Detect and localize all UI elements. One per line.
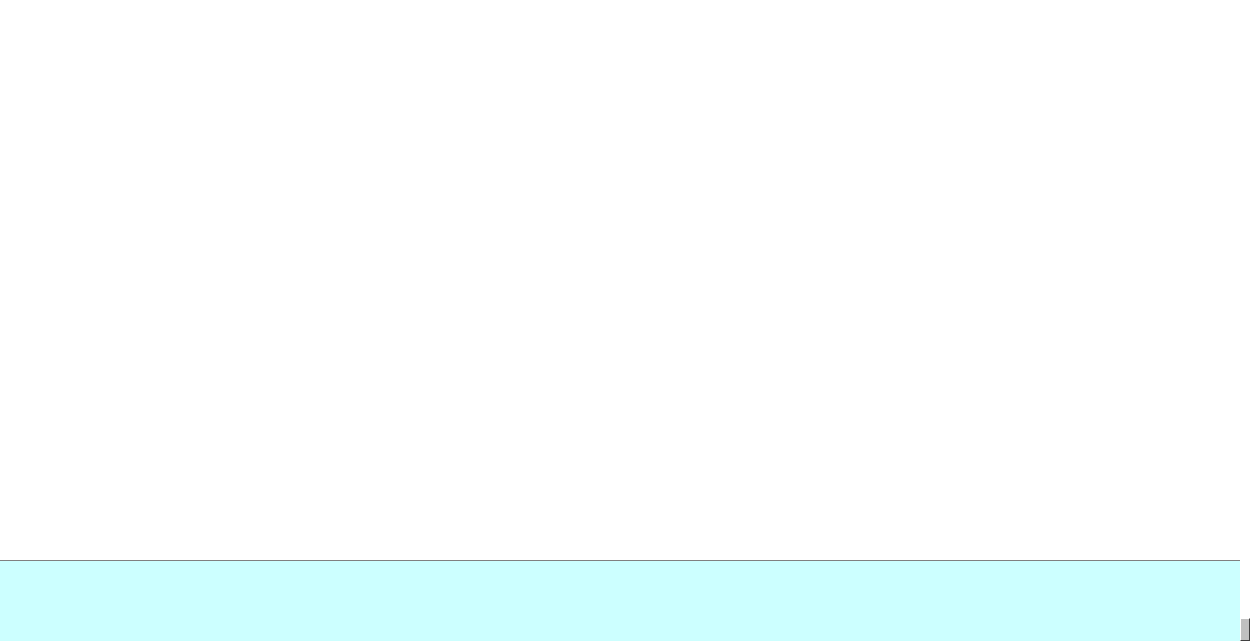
- scrollbar-thumb[interactable]: [1240, 618, 1250, 641]
- desktop-background-sliver: [1240, 0, 1250, 641]
- stats-table: [0, 560, 1240, 641]
